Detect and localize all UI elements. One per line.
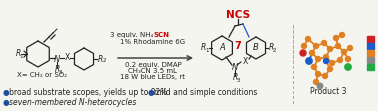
Bar: [367, 57, 373, 63]
Circle shape: [341, 50, 347, 55]
Text: R: R: [269, 44, 274, 53]
Circle shape: [306, 58, 312, 64]
Circle shape: [338, 57, 342, 62]
Text: R: R: [201, 44, 206, 53]
Circle shape: [345, 64, 351, 70]
Text: ●: ●: [148, 87, 155, 96]
Text: R: R: [15, 50, 21, 58]
Text: X: X: [242, 56, 248, 65]
Circle shape: [336, 44, 341, 49]
Circle shape: [322, 41, 327, 46]
Text: R: R: [54, 65, 60, 74]
Bar: [367, 36, 373, 42]
Circle shape: [327, 66, 333, 71]
Text: 3: 3: [236, 77, 240, 82]
Text: 1: 1: [19, 54, 23, 58]
Text: NCS: NCS: [226, 10, 250, 20]
Text: 1% Rhodamine 6G: 1% Rhodamine 6G: [121, 39, 186, 45]
Text: 18 W blue LEDs, rt: 18 W blue LEDs, rt: [121, 74, 186, 80]
Text: seven-membered N-heterocycles: seven-membered N-heterocycles: [9, 97, 136, 106]
Circle shape: [333, 36, 339, 41]
Circle shape: [313, 44, 319, 49]
Circle shape: [322, 73, 327, 78]
Text: 3 equiv. NH₄: 3 equiv. NH₄: [110, 32, 153, 38]
Circle shape: [317, 83, 323, 89]
Text: 0.2 equiv. DMAP: 0.2 equiv. DMAP: [125, 62, 181, 68]
Circle shape: [311, 64, 316, 69]
Circle shape: [327, 47, 333, 52]
Text: mild and simple conditions: mild and simple conditions: [154, 87, 257, 96]
Bar: [367, 64, 373, 70]
Circle shape: [324, 58, 328, 63]
Text: 3: 3: [58, 69, 62, 74]
Circle shape: [316, 71, 321, 76]
Circle shape: [339, 33, 344, 38]
Text: CH₃CN 3.5 mL: CH₃CN 3.5 mL: [129, 68, 178, 74]
Text: R: R: [98, 55, 103, 63]
Circle shape: [300, 50, 306, 56]
Text: 2: 2: [273, 48, 276, 53]
Circle shape: [310, 51, 314, 56]
Circle shape: [347, 46, 353, 51]
Circle shape: [345, 56, 350, 61]
Text: R: R: [232, 73, 238, 82]
Text: SCN: SCN: [153, 32, 169, 38]
Text: X: X: [64, 54, 70, 62]
Text: broad substrate scopes, yields up to 82%: broad substrate scopes, yields up to 82%: [9, 87, 167, 96]
Bar: [367, 43, 373, 49]
Circle shape: [305, 37, 310, 42]
Text: 2: 2: [103, 58, 107, 63]
Text: B: B: [253, 44, 259, 53]
Text: X= CH₂ or SO₂: X= CH₂ or SO₂: [17, 72, 67, 78]
Circle shape: [330, 60, 335, 65]
Text: Product 3: Product 3: [310, 86, 346, 95]
Circle shape: [302, 44, 307, 49]
Bar: [367, 50, 373, 56]
Text: N: N: [54, 55, 60, 63]
Circle shape: [324, 55, 328, 59]
Circle shape: [313, 79, 319, 84]
Text: ●: ●: [3, 87, 9, 96]
Text: 1: 1: [206, 48, 209, 53]
Circle shape: [316, 56, 321, 61]
Text: A: A: [219, 44, 225, 53]
Text: ●: ●: [3, 97, 9, 106]
Text: 7: 7: [235, 41, 242, 51]
Text: N: N: [232, 62, 238, 71]
